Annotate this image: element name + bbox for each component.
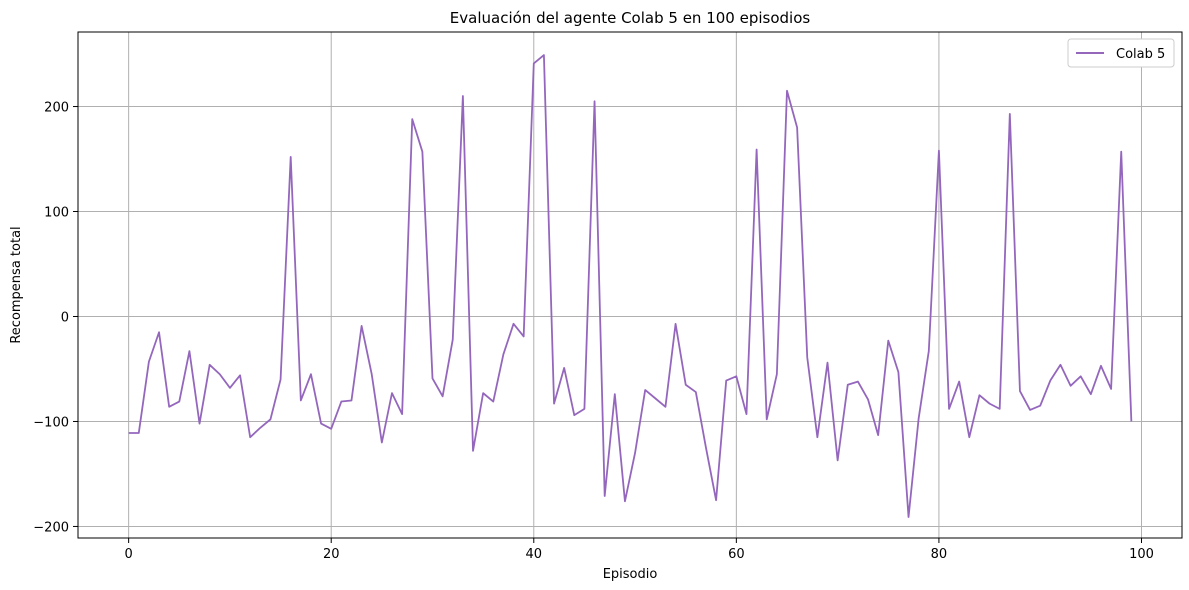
- y-tick-label: 0: [61, 310, 69, 325]
- chart-title: Evaluación del agente Colab 5 en 100 epi…: [450, 9, 811, 27]
- x-tick-label: 20: [323, 547, 340, 562]
- x-tick-label: 100: [1129, 547, 1154, 562]
- ticks: 0 20 40 60 80 100 −200 −100 0 100 200: [33, 101, 1154, 562]
- x-tick-label: 80: [931, 547, 948, 562]
- y-tick-label: 100: [44, 206, 69, 221]
- y-tick-label: 200: [44, 101, 69, 116]
- legend-box: [1067, 38, 1175, 68]
- series-line-colab-5: [128, 54, 1133, 518]
- y-tick-label: −200: [33, 520, 69, 535]
- x-tick-label: 60: [728, 547, 745, 562]
- legend: Colab 5: [1067, 38, 1175, 68]
- y-axis-label: Recompensa total: [9, 226, 24, 343]
- x-axis-label: Episodio: [603, 567, 658, 582]
- y-tick-label: −100: [33, 415, 69, 430]
- plot-frame: [77, 31, 1183, 539]
- x-tick-label: 0: [125, 547, 133, 562]
- legend-label: Colab 5: [1116, 47, 1165, 62]
- x-tick-label: 40: [526, 547, 543, 562]
- grid: [78, 32, 1182, 538]
- series-layer: [128, 54, 1133, 518]
